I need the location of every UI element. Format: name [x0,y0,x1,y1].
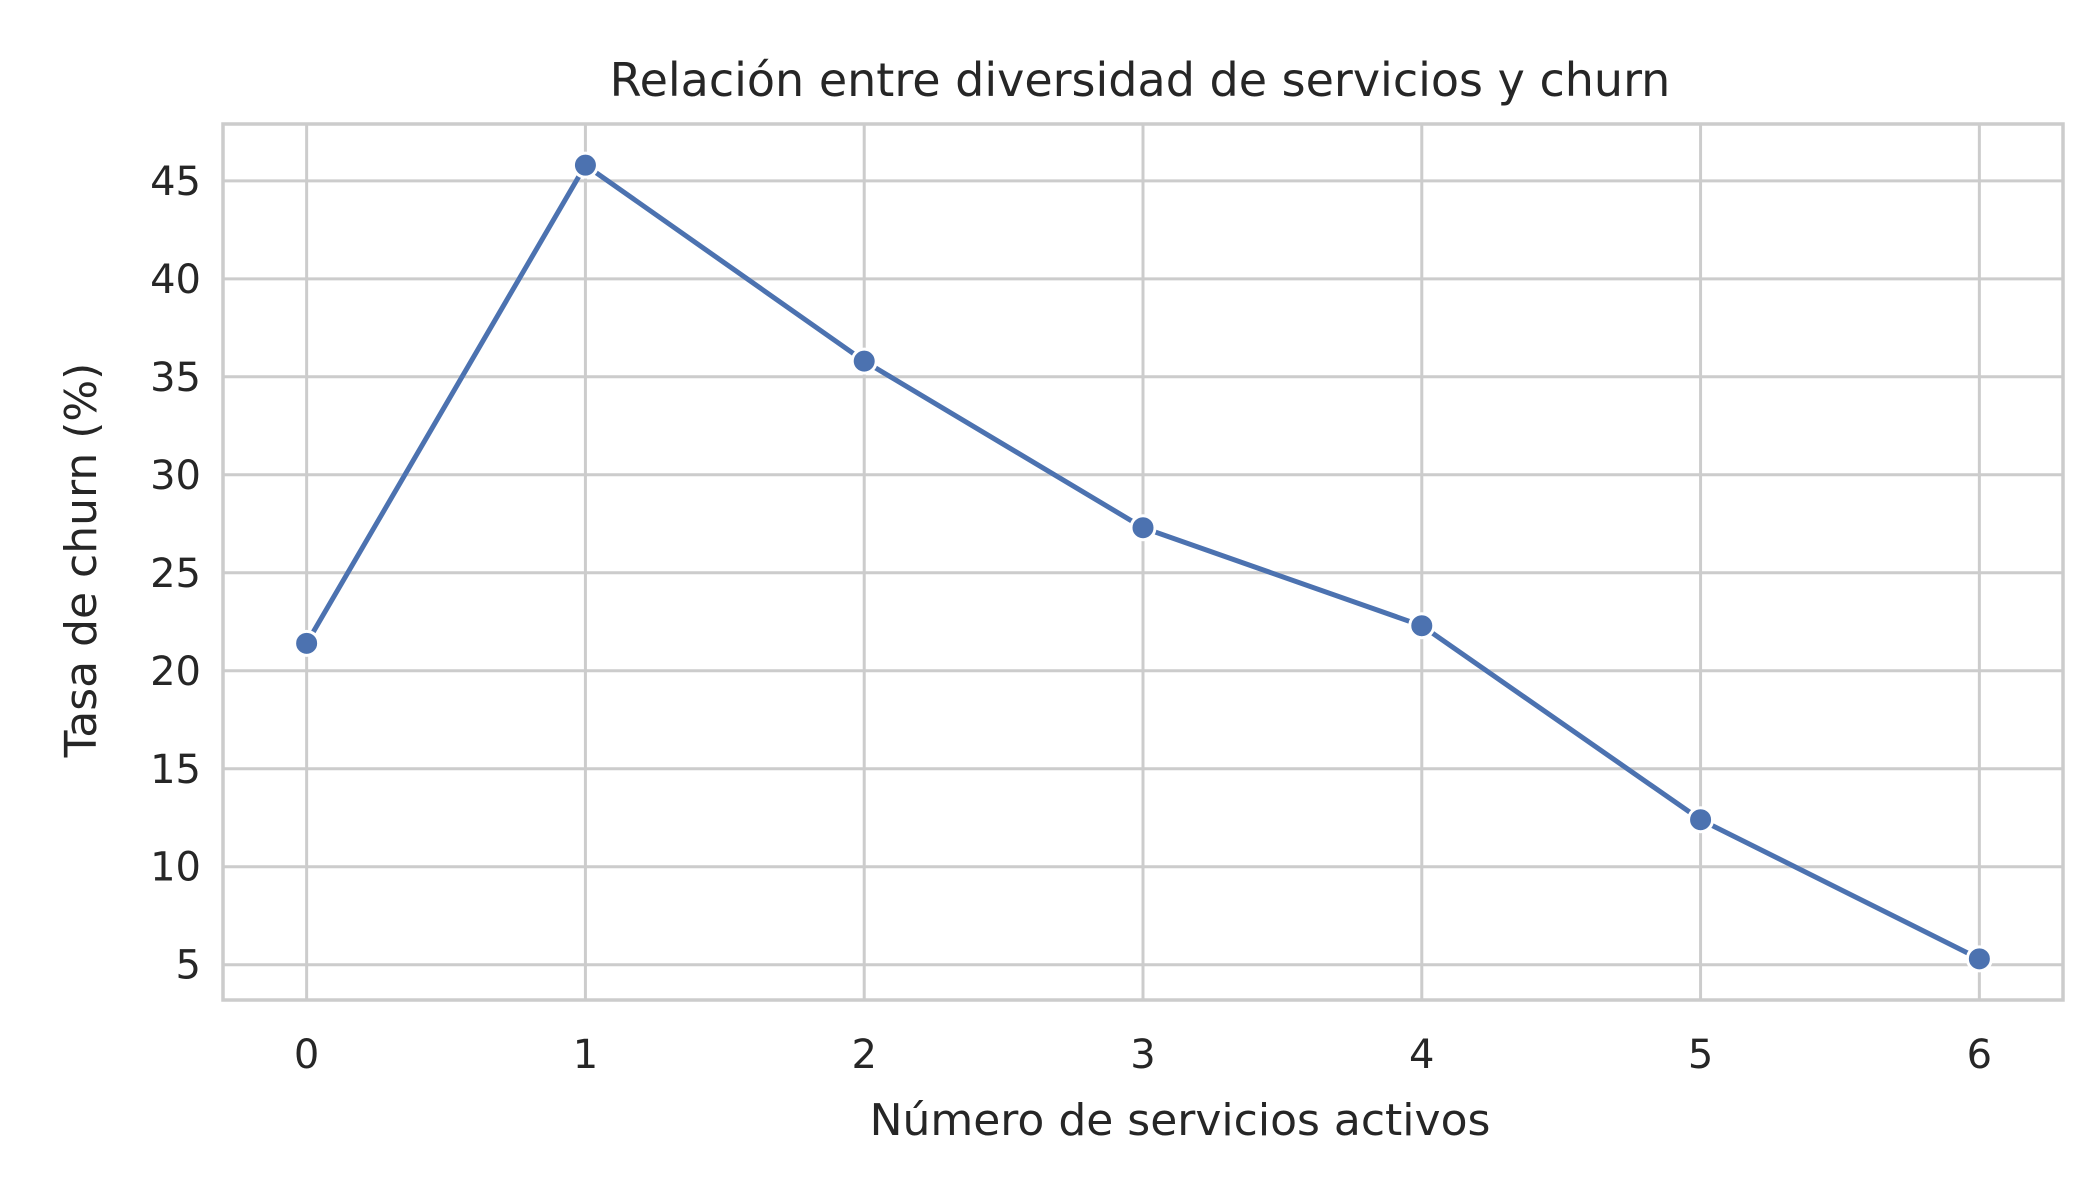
x-tick-label: 4 [1409,1032,1434,1078]
y-tick-label: 5 [176,943,201,989]
chart-title: Relación entre diversidad de servicios y… [610,53,1671,107]
grid-lines [223,124,2063,1000]
y-tick-label: 45 [150,159,201,205]
data-point [1408,612,1436,640]
y-tick-label: 35 [150,355,201,401]
y-tick-label: 10 [150,845,201,891]
x-tick-label: 5 [1688,1032,1713,1078]
data-point [293,629,321,657]
x-axis-label: Número de servicios activos [870,1095,1491,1146]
series-layer [293,151,1993,973]
y-tick-label: 40 [150,257,201,303]
plot-frame [221,122,2065,1002]
y-tick-label: 20 [150,649,201,695]
data-point [850,347,878,375]
data-point [1129,514,1157,542]
y-tick-label: 25 [150,551,201,597]
x-tick-label: 3 [1130,1032,1155,1078]
x-tick-label: 6 [1967,1032,1992,1078]
x-tick-label: 0 [294,1032,319,1078]
y-tick-label: 30 [150,453,201,499]
x-tick-label: 2 [851,1032,876,1078]
data-point [1687,806,1715,834]
data-point [1965,945,1993,973]
y-tick-label: 15 [150,747,201,793]
x-tick-label: 1 [573,1032,598,1078]
y-axis-label: Tasa de churn (%) [56,363,107,759]
data-point [571,151,599,179]
